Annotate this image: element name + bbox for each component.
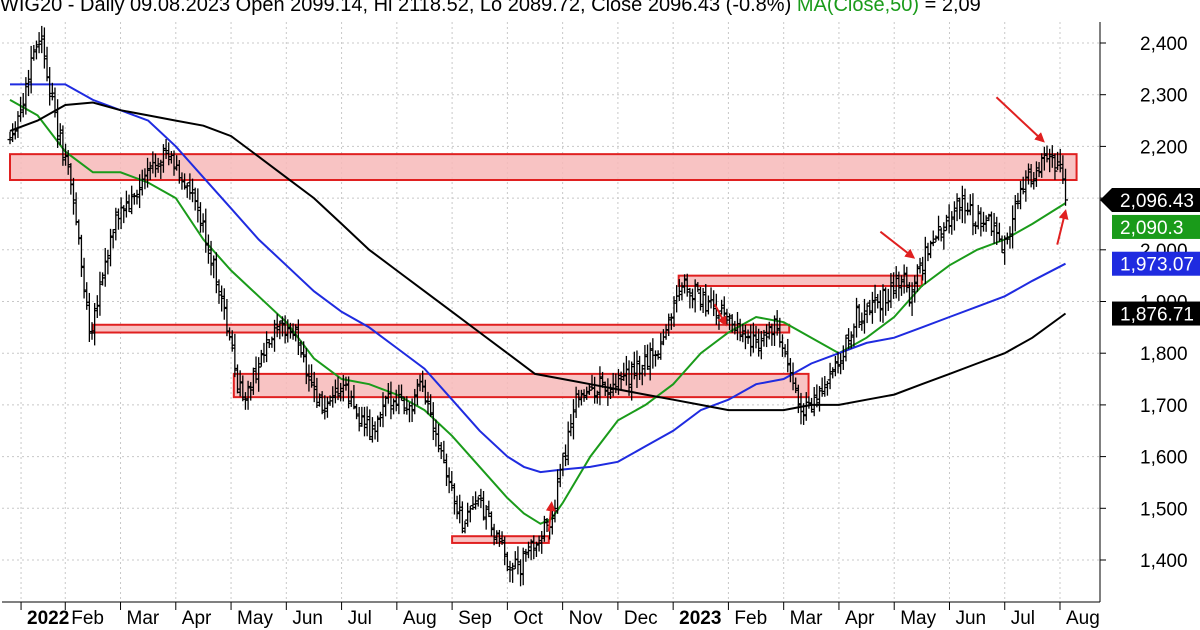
ma-value-label-bg bbox=[1112, 251, 1200, 276]
y-tick-label: 2,200 bbox=[1140, 137, 1188, 158]
moving-averages bbox=[9, 83, 1067, 525]
grid bbox=[2, 22, 1100, 602]
y-tick-label: 2,300 bbox=[1140, 86, 1188, 107]
value-label: 2,090.3 bbox=[1120, 218, 1183, 239]
annotation-arrow bbox=[545, 501, 556, 532]
ma-line bbox=[9, 99, 1067, 525]
x-tick-label: Jul bbox=[348, 608, 372, 629]
x-tick-label: Mar bbox=[790, 608, 823, 629]
value-labels: 2,096.43 2,090.3 1,973.07 1,876.71 bbox=[1100, 187, 1200, 326]
x-tick-label: Nov bbox=[569, 608, 603, 629]
y-tick-label: 1,400 bbox=[1140, 551, 1188, 572]
y-tick-label: 1,700 bbox=[1140, 396, 1188, 417]
x-tick-label: Feb bbox=[71, 608, 104, 629]
x-tick-label: Apr bbox=[845, 608, 875, 629]
annotation-arrows bbox=[545, 96, 1069, 532]
x-tick-label: Dec bbox=[624, 608, 658, 629]
title-ma-label: MA(Close,50) bbox=[796, 0, 920, 16]
x-tick-label: Feb bbox=[734, 608, 767, 629]
x-tick-label: Mar bbox=[127, 608, 160, 629]
ma-value-label-bg bbox=[1112, 301, 1200, 326]
ma-line bbox=[9, 101, 1067, 412]
x-tick-label: Jun bbox=[955, 608, 986, 629]
ma-line bbox=[10, 83, 1066, 474]
ma-value-label-bg bbox=[1112, 214, 1200, 239]
x-tick-label: Jun bbox=[292, 608, 323, 629]
value-label: 1,876.71 bbox=[1120, 305, 1194, 326]
y-tick-label: 1,800 bbox=[1140, 344, 1188, 365]
y-tick-label: 1,600 bbox=[1140, 448, 1188, 469]
x-tick-label: Oct bbox=[513, 608, 543, 629]
value-label: 1,973.07 bbox=[1120, 255, 1194, 276]
resistance-zone bbox=[9, 153, 1078, 182]
x-tick-label: 2023 bbox=[679, 608, 721, 629]
annotation-arrow bbox=[995, 96, 1045, 143]
resistance-zone bbox=[91, 323, 791, 334]
price-bars bbox=[7, 25, 1069, 587]
annotation-arrow bbox=[879, 230, 916, 259]
x-tick-label: May bbox=[900, 608, 936, 629]
title-main: WIG20 - Daily 09.08.2023 Open 2099.14, H… bbox=[0, 0, 792, 16]
annotation-arrow bbox=[1056, 209, 1069, 245]
value-label: 2,096.43 bbox=[1120, 191, 1194, 212]
annotation-arrow bbox=[713, 303, 727, 327]
x-tick-label: May bbox=[237, 608, 273, 629]
title-ma-value: = 2,09 bbox=[924, 0, 981, 16]
y-tick-label: 1,500 bbox=[1140, 499, 1188, 520]
x-tick-label: Aug bbox=[403, 608, 437, 629]
last-price-label-bg bbox=[1100, 187, 1200, 212]
y-tick-label: 2,400 bbox=[1140, 34, 1188, 55]
x-tick-label: Sep bbox=[458, 608, 492, 629]
resistance-zone bbox=[677, 274, 923, 287]
x-tick-label: Jul bbox=[1011, 608, 1035, 629]
x-tick-label: Apr bbox=[182, 608, 212, 629]
resistance-zones bbox=[9, 153, 1078, 544]
x-tick-label: Aug bbox=[1066, 608, 1100, 629]
resistance-zone bbox=[451, 535, 550, 544]
x-tick-label: 2022 bbox=[27, 608, 69, 629]
chart-title: WIG20 - Daily 09.08.2023 Open 2099.14, H… bbox=[0, 0, 981, 22]
